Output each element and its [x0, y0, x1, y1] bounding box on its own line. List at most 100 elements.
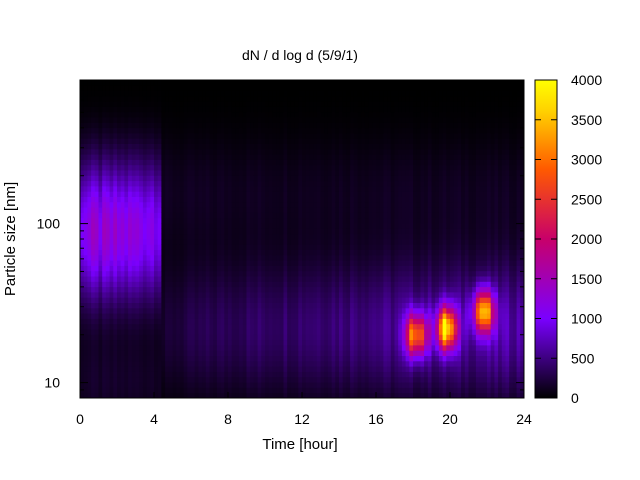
heatmap-cell: [335, 244, 340, 250]
heatmap-cell: [276, 329, 281, 335]
heatmap-cell: [361, 101, 366, 107]
heatmap-cell: [98, 175, 103, 182]
heatmap-cell: [272, 355, 277, 362]
heatmap-cell: [191, 254, 196, 261]
heatmap-cell: [117, 154, 122, 160]
heatmap-cell: [161, 323, 166, 330]
heatmap-cell: [98, 191, 103, 197]
heatmap-cell: [257, 186, 262, 192]
heatmap-cell: [379, 355, 384, 362]
heatmap-cell: [265, 392, 270, 399]
heatmap-cell: [94, 133, 99, 139]
heatmap-cell: [279, 360, 284, 367]
heatmap-cell: [279, 371, 284, 378]
heatmap-cell: [165, 265, 170, 272]
heatmap-cell: [294, 371, 299, 378]
heatmap-cell: [161, 371, 166, 378]
heatmap-cell: [283, 292, 288, 298]
heatmap-cell: [83, 260, 88, 266]
heatmap-cell: [154, 371, 159, 378]
heatmap-cell: [231, 339, 236, 346]
heatmap-cell: [139, 80, 144, 86]
heatmap-cell: [172, 117, 177, 123]
heatmap-cell: [198, 249, 203, 256]
heatmap-cell: [235, 392, 240, 399]
heatmap-cell: [150, 138, 155, 144]
heatmap-cell: [191, 207, 196, 213]
heatmap-cell: [105, 201, 110, 208]
heatmap-cell: [209, 371, 214, 378]
heatmap-cell: [198, 318, 203, 325]
heatmap-cell: [87, 307, 92, 314]
heatmap-cell: [165, 148, 170, 155]
heatmap-cell: [202, 201, 207, 208]
heatmap-cell: [250, 217, 255, 224]
heatmap-cell: [257, 138, 262, 144]
heatmap-cell: [150, 170, 155, 176]
heatmap-cell: [216, 350, 221, 356]
heatmap-cell: [142, 143, 147, 150]
heatmap-cell: [357, 360, 362, 367]
heatmap-cell: [361, 244, 366, 250]
heatmap-cell: [265, 106, 270, 113]
heatmap-cell: [316, 313, 321, 319]
heatmap-cell: [302, 297, 307, 303]
heatmap-cell: [124, 80, 129, 86]
heatmap-cell: [179, 196, 184, 203]
heatmap-cell: [320, 217, 325, 224]
heatmap-cell: [91, 207, 96, 213]
heatmap-cell: [142, 133, 147, 139]
heatmap-cell: [94, 292, 99, 298]
heatmap-cell: [379, 260, 384, 266]
heatmap-cell: [120, 196, 125, 203]
heatmap-cell: [305, 106, 310, 113]
heatmap-cell: [113, 276, 118, 282]
heatmap-cell: [239, 196, 244, 203]
heatmap-cell: [272, 286, 277, 293]
heatmap-cell: [168, 345, 173, 351]
heatmap-cell: [124, 392, 129, 399]
heatmap-cell: [154, 233, 159, 240]
heatmap-cell: [309, 233, 314, 240]
heatmap-cell: [120, 217, 125, 224]
heatmap-cell: [224, 323, 229, 330]
heatmap-cell: [353, 212, 358, 219]
heatmap-cell: [191, 106, 196, 113]
heatmap-cell: [339, 286, 344, 293]
heatmap-cell: [168, 101, 173, 107]
heatmap-cell: [135, 339, 140, 346]
heatmap-cell: [272, 260, 277, 266]
heatmap-cell: [376, 186, 381, 192]
heatmap-cell: [161, 80, 166, 86]
heatmap-cell: [124, 106, 129, 113]
heatmap-cell: [191, 101, 196, 107]
heatmap-cell: [353, 90, 358, 97]
heatmap-cell: [379, 334, 384, 341]
heatmap-cell: [216, 366, 221, 372]
heatmap-cell: [298, 334, 303, 341]
heatmap-cell: [272, 249, 277, 256]
heatmap-cell: [198, 196, 203, 203]
heatmap-cell: [350, 239, 355, 245]
heatmap-cell: [246, 355, 251, 362]
heatmap-cell: [117, 101, 122, 107]
heatmap-cell: [220, 323, 225, 330]
heatmap-cell: [228, 387, 233, 394]
heatmap-cell: [117, 143, 122, 150]
heatmap-cell: [176, 159, 181, 166]
heatmap-cell: [168, 175, 173, 182]
heatmap-cell: [279, 117, 284, 123]
heatmap-cell: [109, 382, 114, 388]
heatmap-cell: [376, 228, 381, 235]
heatmap-cell: [298, 143, 303, 150]
heatmap-cell: [302, 345, 307, 351]
heatmap-cell: [372, 265, 377, 272]
heatmap-cell: [139, 127, 144, 134]
heatmap-cell: [135, 180, 140, 187]
heatmap-cell: [379, 329, 384, 335]
heatmap-cell: [342, 313, 347, 319]
heatmap-cell: [276, 371, 281, 378]
heatmap-cell: [139, 276, 144, 282]
heatmap-cell: [154, 382, 159, 388]
heatmap-cell: [298, 387, 303, 394]
